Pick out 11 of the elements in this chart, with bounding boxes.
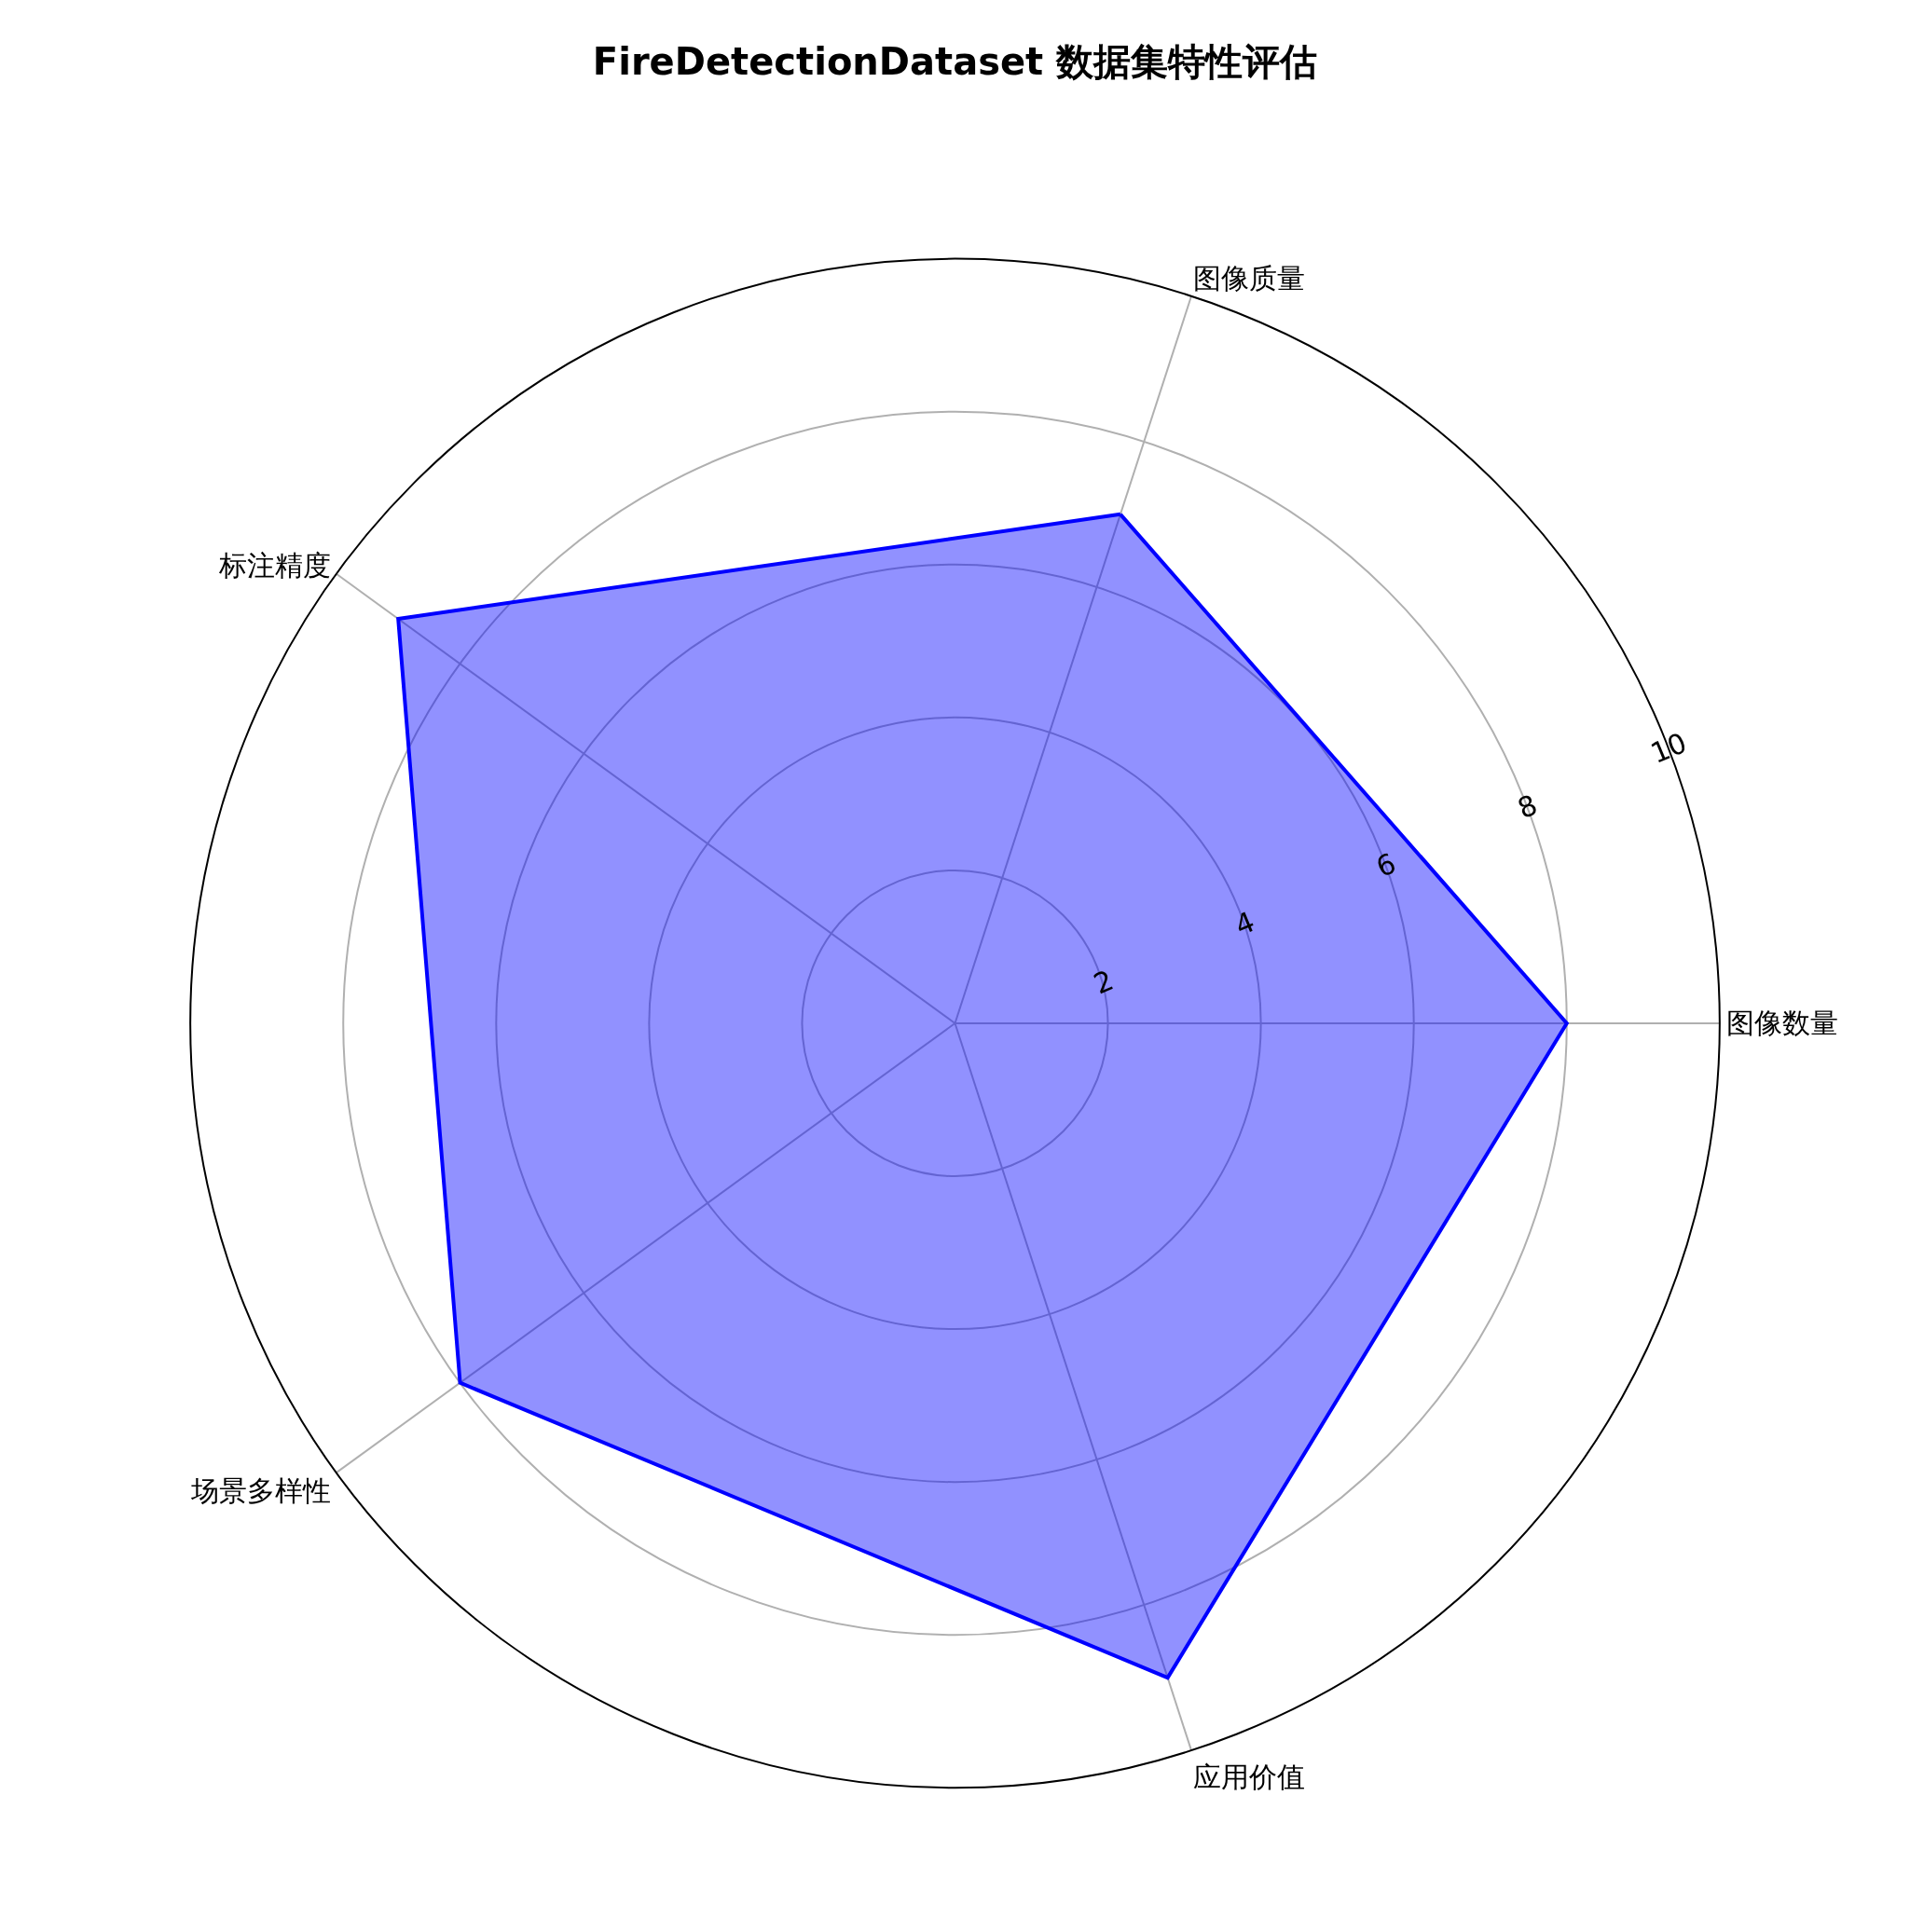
y-tick-label: 2 [1089, 963, 1119, 1001]
spoke-label: 场景多样性 [190, 1474, 332, 1508]
chart-title: FireDetectionDataset 数据集特性评估 [592, 39, 1318, 83]
spoke-label: 应用价值 [1193, 1760, 1306, 1793]
spoke-label: 图像数量 [1725, 1007, 1838, 1040]
spoke-label: 标注精度 [218, 548, 332, 582]
y-tick-label: 8 [1512, 788, 1542, 826]
y-tick-label: 6 [1371, 846, 1401, 884]
spoke-label: 图像质量 [1193, 261, 1306, 295]
y-tick-label: 10 [1645, 726, 1692, 770]
y-tick-label: 4 [1230, 905, 1259, 942]
